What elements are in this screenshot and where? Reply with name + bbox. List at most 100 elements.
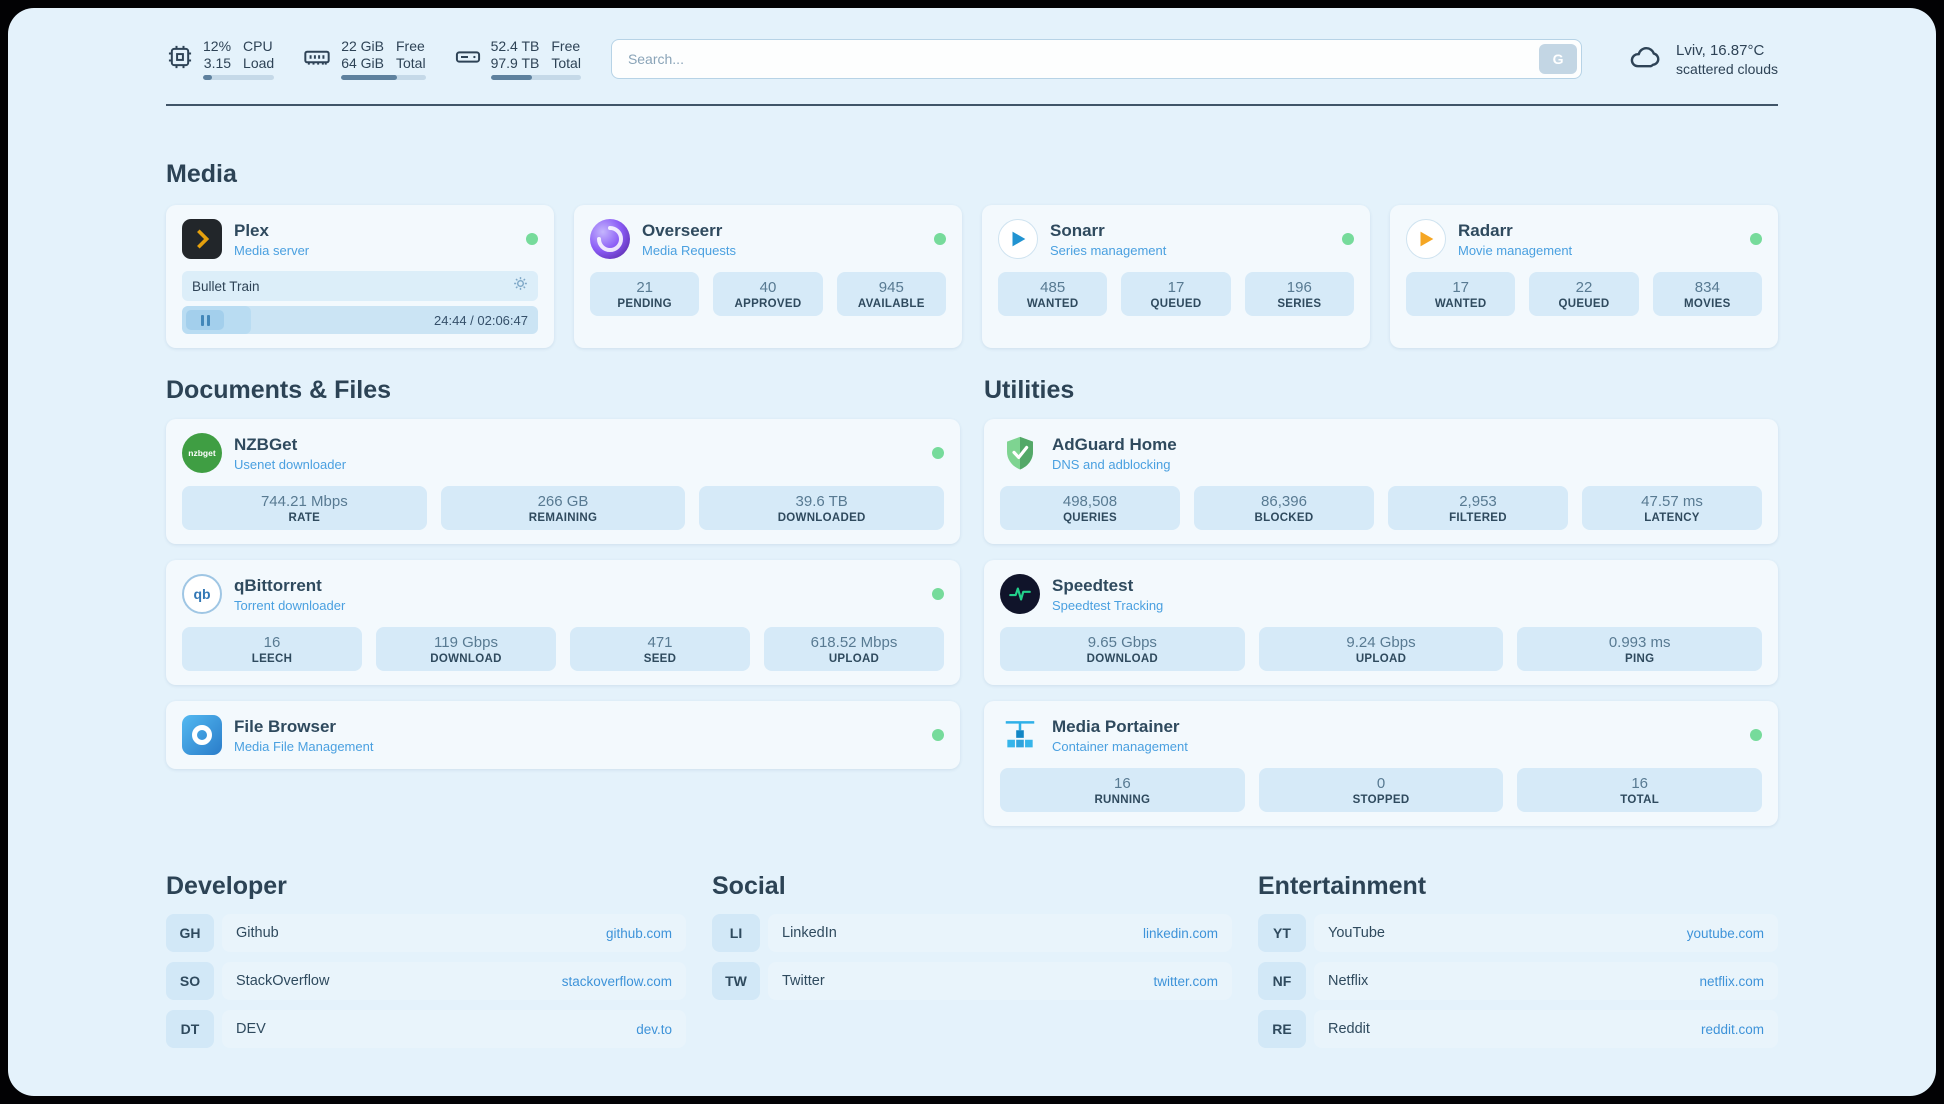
stat-rate: 744.21 Mbps RATE: [182, 486, 427, 530]
bookmark-abbr: TW: [712, 962, 760, 1000]
bookmark-linkedin[interactable]: LI LinkedIn linkedin.com: [712, 914, 1232, 952]
bookmark-abbr: YT: [1258, 914, 1306, 952]
search-input[interactable]: [610, 39, 1583, 79]
system-widgets: 12% CPU 3.15 Load: [166, 38, 581, 80]
stat-total: 16 TOTAL: [1517, 768, 1763, 812]
stat-running: 16 RUNNING: [1000, 768, 1245, 812]
app-card-adguard[interactable]: AdGuard Home DNS and adblocking 498,508 …: [984, 419, 1778, 544]
status-dot: [932, 729, 944, 741]
search-engine-button[interactable]: G: [1539, 44, 1578, 74]
section-documents: Documents & Files nzbget NZBGet Usenet d…: [166, 376, 960, 769]
bookmark-url[interactable]: dev.to: [636, 1021, 672, 1037]
cpu-percent: 12%: [203, 38, 232, 54]
social-section-title: Social: [712, 872, 786, 900]
app-card-portainer[interactable]: Media Portainer Container management 16 …: [984, 701, 1778, 826]
app-name: Speedtest: [1052, 575, 1134, 595]
app-subtitle: Torrent downloader: [234, 597, 346, 613]
cpu-load-label: Load: [243, 55, 275, 71]
bookmark-name: Twitter: [782, 973, 825, 989]
weather-widget: Lviv, 16.87°C scattered clouds: [1626, 40, 1778, 79]
app-name: Plex: [234, 220, 269, 240]
bookmark-github[interactable]: GH Github github.com: [166, 914, 686, 952]
stat-queries: 498,508 QUERIES: [1000, 486, 1180, 530]
stat-leech: 16 LEECH: [182, 627, 362, 671]
disk-widget: 52.4 TB Free 97.9 TB Total: [454, 38, 581, 80]
app-card-nzbget[interactable]: nzbget NZBGet Usenet downloader 744.21 M…: [166, 419, 960, 544]
app-card-speedtest[interactable]: Speedtest Speedtest Tracking 9.65 Gbps D…: [984, 560, 1778, 685]
memory-free-label: Free: [396, 38, 425, 54]
bookmark-abbr: SO: [166, 962, 214, 1000]
sonarr-icon: [998, 219, 1038, 259]
app-name: Sonarr: [1050, 220, 1105, 240]
bookmark-url[interactable]: github.com: [605, 925, 672, 941]
hard-drive-icon: [454, 43, 482, 76]
status-dot: [1750, 729, 1762, 741]
weather-condition: scattered clouds: [1676, 60, 1778, 77]
memory-free-value: 22 GiB: [341, 38, 384, 54]
bookmark-youtube[interactable]: YT YouTube youtube.com: [1258, 914, 1778, 952]
plex-icon: [182, 219, 222, 259]
stat-movies: 834 MOVIES: [1652, 272, 1762, 316]
memory-widget: 22 GiB Free 64 GiB Total: [302, 38, 426, 80]
app-name: NZBGet: [234, 434, 298, 454]
app-card-sonarr[interactable]: Sonarr Series management 485 WANTED 17 Q…: [982, 205, 1370, 348]
search-bar: G: [610, 39, 1583, 79]
stat-queued: 17 QUEUED: [1121, 272, 1231, 316]
section-developer: Developer GH Github github.com SO StackO…: [166, 872, 686, 1048]
stat-blocked: 86,396 BLOCKED: [1194, 486, 1374, 530]
bookmark-twitter[interactable]: TW Twitter twitter.com: [712, 962, 1232, 1000]
app-subtitle: Usenet downloader: [234, 456, 347, 472]
status-dot: [934, 233, 946, 245]
app-subtitle: Speedtest Tracking: [1052, 597, 1164, 613]
section-media: Media Plex Media server: [166, 160, 1778, 348]
bookmark-name: StackOverflow: [236, 973, 330, 989]
bookmark-url[interactable]: youtube.com: [1686, 925, 1764, 941]
stat-download: 9.65 Gbps DOWNLOAD: [1000, 627, 1245, 671]
app-card-qbittorrent[interactable]: qb qBittorrent Torrent downloader 16: [166, 560, 960, 685]
stat-upload: 618.52 Mbps UPLOAD: [764, 627, 944, 671]
overseerr-icon: [590, 219, 630, 259]
bookmark-url[interactable]: twitter.com: [1153, 973, 1218, 989]
adguard-icon: [1000, 433, 1040, 473]
portainer-icon: [1000, 715, 1040, 755]
app-subtitle: Media Requests: [642, 242, 736, 258]
entertainment-section-title: Entertainment: [1258, 872, 1427, 900]
plex-now-playing: Bullet Train 24:44 / 02:06:4: [182, 271, 538, 334]
bookmark-url[interactable]: reddit.com: [1700, 1021, 1764, 1037]
app-card-overseerr[interactable]: Overseerr Media Requests 21 PENDING 40 A…: [574, 205, 962, 348]
app-subtitle: Media File Management: [234, 738, 374, 754]
bookmark-url[interactable]: netflix.com: [1699, 973, 1764, 989]
stat-upload: 9.24 Gbps UPLOAD: [1258, 627, 1504, 671]
status-dot: [1750, 233, 1762, 245]
utilities-section-title: Utilities: [984, 376, 1075, 404]
app-subtitle: Movie management: [1458, 242, 1573, 258]
app-card-filebrowser[interactable]: File Browser Media File Management: [166, 701, 960, 769]
bookmark-netflix[interactable]: NF Netflix netflix.com: [1258, 962, 1778, 1000]
section-entertainment: Entertainment YT YouTube youtube.com NF …: [1258, 872, 1778, 1048]
stat-stopped: 0 STOPPED: [1258, 768, 1504, 812]
app-name: Media Portainer: [1052, 716, 1180, 736]
qbittorrent-icon: qb: [182, 574, 222, 614]
bookmark-url[interactable]: stackoverflow.com: [561, 973, 672, 989]
app-name: Overseerr: [642, 220, 723, 240]
bookmark-abbr: NF: [1258, 962, 1306, 1000]
bookmark-dev[interactable]: DT DEV dev.to: [166, 1010, 686, 1048]
playback-progress-bar[interactable]: 24:44 / 02:06:47: [182, 306, 538, 334]
app-card-plex[interactable]: Plex Media server Bullet Train: [166, 205, 554, 348]
stat-approved: 40 APPROVED: [713, 272, 823, 316]
bookmark-url[interactable]: linkedin.com: [1142, 925, 1218, 941]
gear-icon[interactable]: [513, 276, 528, 296]
media-section-title: Media: [166, 160, 237, 188]
bookmark-name: DEV: [236, 1021, 266, 1037]
stat-pending: 21 PENDING: [590, 272, 700, 316]
app-card-radarr[interactable]: Radarr Movie management 17 WANTED 22 QUE…: [1390, 205, 1778, 348]
bookmark-abbr: GH: [166, 914, 214, 952]
bookmark-reddit[interactable]: RE Reddit reddit.com: [1258, 1010, 1778, 1048]
bookmark-stackoverflow[interactable]: SO StackOverflow stackoverflow.com: [166, 962, 686, 1000]
pause-icon[interactable]: [186, 310, 224, 330]
app-name: Radarr: [1458, 220, 1513, 240]
cpu-label: CPU: [243, 38, 273, 54]
cloud-icon: [1626, 40, 1664, 79]
status-dot: [932, 447, 944, 459]
bookmark-abbr: DT: [166, 1010, 214, 1048]
